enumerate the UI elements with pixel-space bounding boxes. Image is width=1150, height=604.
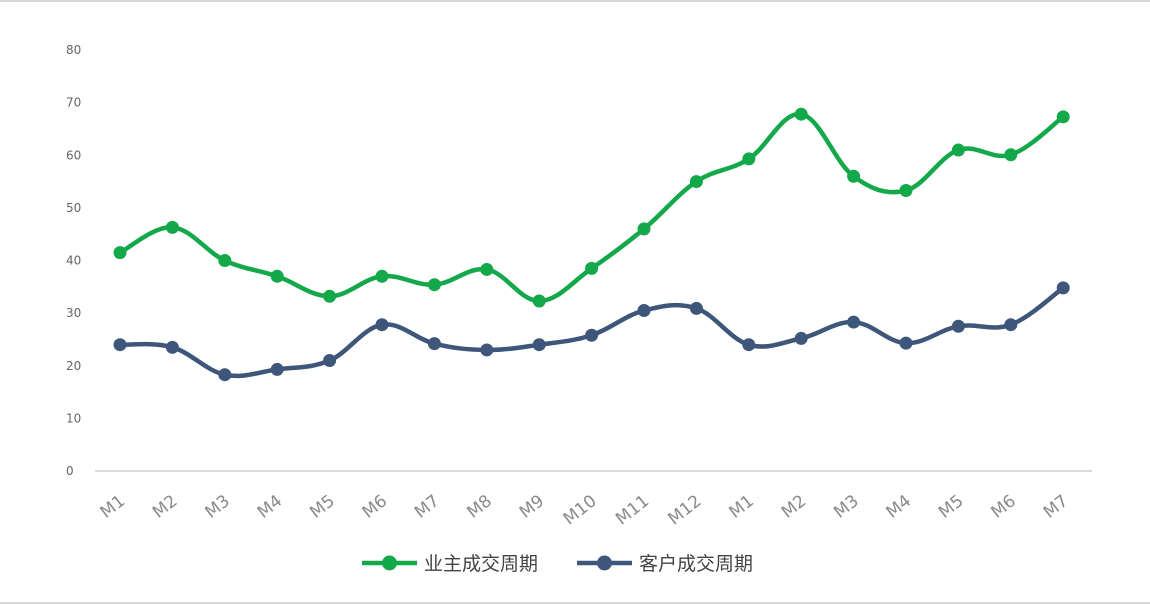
series-1	[113, 107, 1070, 308]
data-point[interactable]	[480, 343, 494, 357]
data-point[interactable]	[165, 340, 179, 354]
y-tick-label: 20	[66, 359, 81, 373]
data-point[interactable]	[637, 222, 651, 236]
data-point[interactable]	[1004, 318, 1018, 332]
data-point[interactable]	[375, 318, 389, 332]
data-point[interactable]	[689, 175, 703, 189]
x-axis: M1 M2 M3 M4 M5 M6 M7 M8 M9 M10 M11 M12 M1 M2 M3 M4 M5 M6 M…	[97, 491, 1073, 529]
data-point[interactable]	[1056, 110, 1070, 124]
y-tick-label: 50	[66, 201, 81, 215]
legend-label: 客户成交周期	[639, 553, 753, 575]
x-tick-label: M7	[1040, 491, 1072, 522]
data-point[interactable]	[1004, 148, 1018, 162]
data-point[interactable]	[113, 338, 127, 352]
y-tick-label: 30	[66, 306, 81, 320]
y-tick-label: 10	[66, 411, 81, 425]
x-tick-label: M5	[935, 491, 967, 522]
x-tick-label: M8	[463, 491, 495, 522]
data-point[interactable]	[532, 294, 546, 308]
data-point[interactable]	[532, 338, 546, 352]
x-tick-label: M1	[97, 491, 129, 522]
data-point[interactable]	[218, 368, 232, 382]
legend-swatch-marker	[597, 555, 612, 571]
x-tick-label: M3	[201, 491, 233, 522]
x-tick-label: M11	[612, 491, 653, 529]
data-point[interactable]	[951, 319, 965, 333]
data-point[interactable]	[165, 220, 179, 234]
data-point[interactable]	[270, 362, 284, 376]
x-tick-label: M9	[516, 491, 548, 522]
data-point[interactable]	[689, 301, 703, 315]
data-point[interactable]	[323, 353, 337, 367]
data-point[interactable]	[375, 269, 389, 283]
data-point[interactable]	[794, 331, 808, 345]
data-point[interactable]	[899, 336, 913, 350]
x-tick-label: M2	[149, 491, 181, 522]
x-tick-label: M5	[306, 491, 338, 522]
y-tick-label: 60	[66, 148, 81, 162]
x-tick-label: M12	[665, 491, 706, 529]
legend-swatch-marker	[382, 555, 397, 571]
y-tick-label: 80	[66, 43, 81, 57]
legend-item-1[interactable]: 业主成交周期	[362, 553, 538, 575]
x-tick-label: M6	[987, 491, 1019, 522]
y-tick-label: 0	[66, 464, 74, 478]
data-point[interactable]	[585, 328, 599, 342]
x-tick-label: M2	[778, 491, 810, 522]
legend-item-2[interactable]: 客户成交周期	[577, 553, 753, 575]
data-point[interactable]	[585, 261, 599, 275]
x-tick-label: M1	[725, 491, 757, 522]
series-group	[113, 107, 1070, 382]
series-2	[113, 281, 1070, 382]
x-tick-label: M6	[359, 491, 391, 522]
legend-label: 业主成交周期	[424, 553, 538, 575]
data-point[interactable]	[637, 303, 651, 317]
data-point[interactable]	[794, 107, 808, 121]
data-point[interactable]	[1056, 281, 1070, 295]
x-tick-label: M3	[830, 491, 862, 522]
data-point[interactable]	[427, 337, 441, 351]
data-point[interactable]	[742, 338, 756, 352]
x-tick-label: M7	[411, 491, 443, 522]
x-tick-label: M10	[560, 491, 601, 529]
data-point[interactable]	[480, 262, 494, 276]
x-tick-label: M4	[254, 491, 286, 522]
legend: 业主成交周期 客户成交周期	[362, 553, 753, 575]
y-axis: 0 10 20 30 40 50 60 70 80	[66, 43, 81, 478]
data-point[interactable]	[847, 315, 861, 329]
x-tick-label: M4	[883, 491, 915, 522]
data-point[interactable]	[270, 269, 284, 283]
data-point[interactable]	[742, 152, 756, 166]
y-tick-label: 70	[66, 96, 81, 110]
y-tick-label: 40	[66, 254, 81, 268]
data-point[interactable]	[113, 246, 127, 260]
data-point[interactable]	[899, 184, 913, 198]
data-point[interactable]	[218, 254, 232, 267]
data-point[interactable]	[323, 289, 337, 303]
data-point[interactable]	[427, 278, 441, 292]
data-point[interactable]	[951, 143, 965, 157]
data-point[interactable]	[847, 169, 861, 183]
